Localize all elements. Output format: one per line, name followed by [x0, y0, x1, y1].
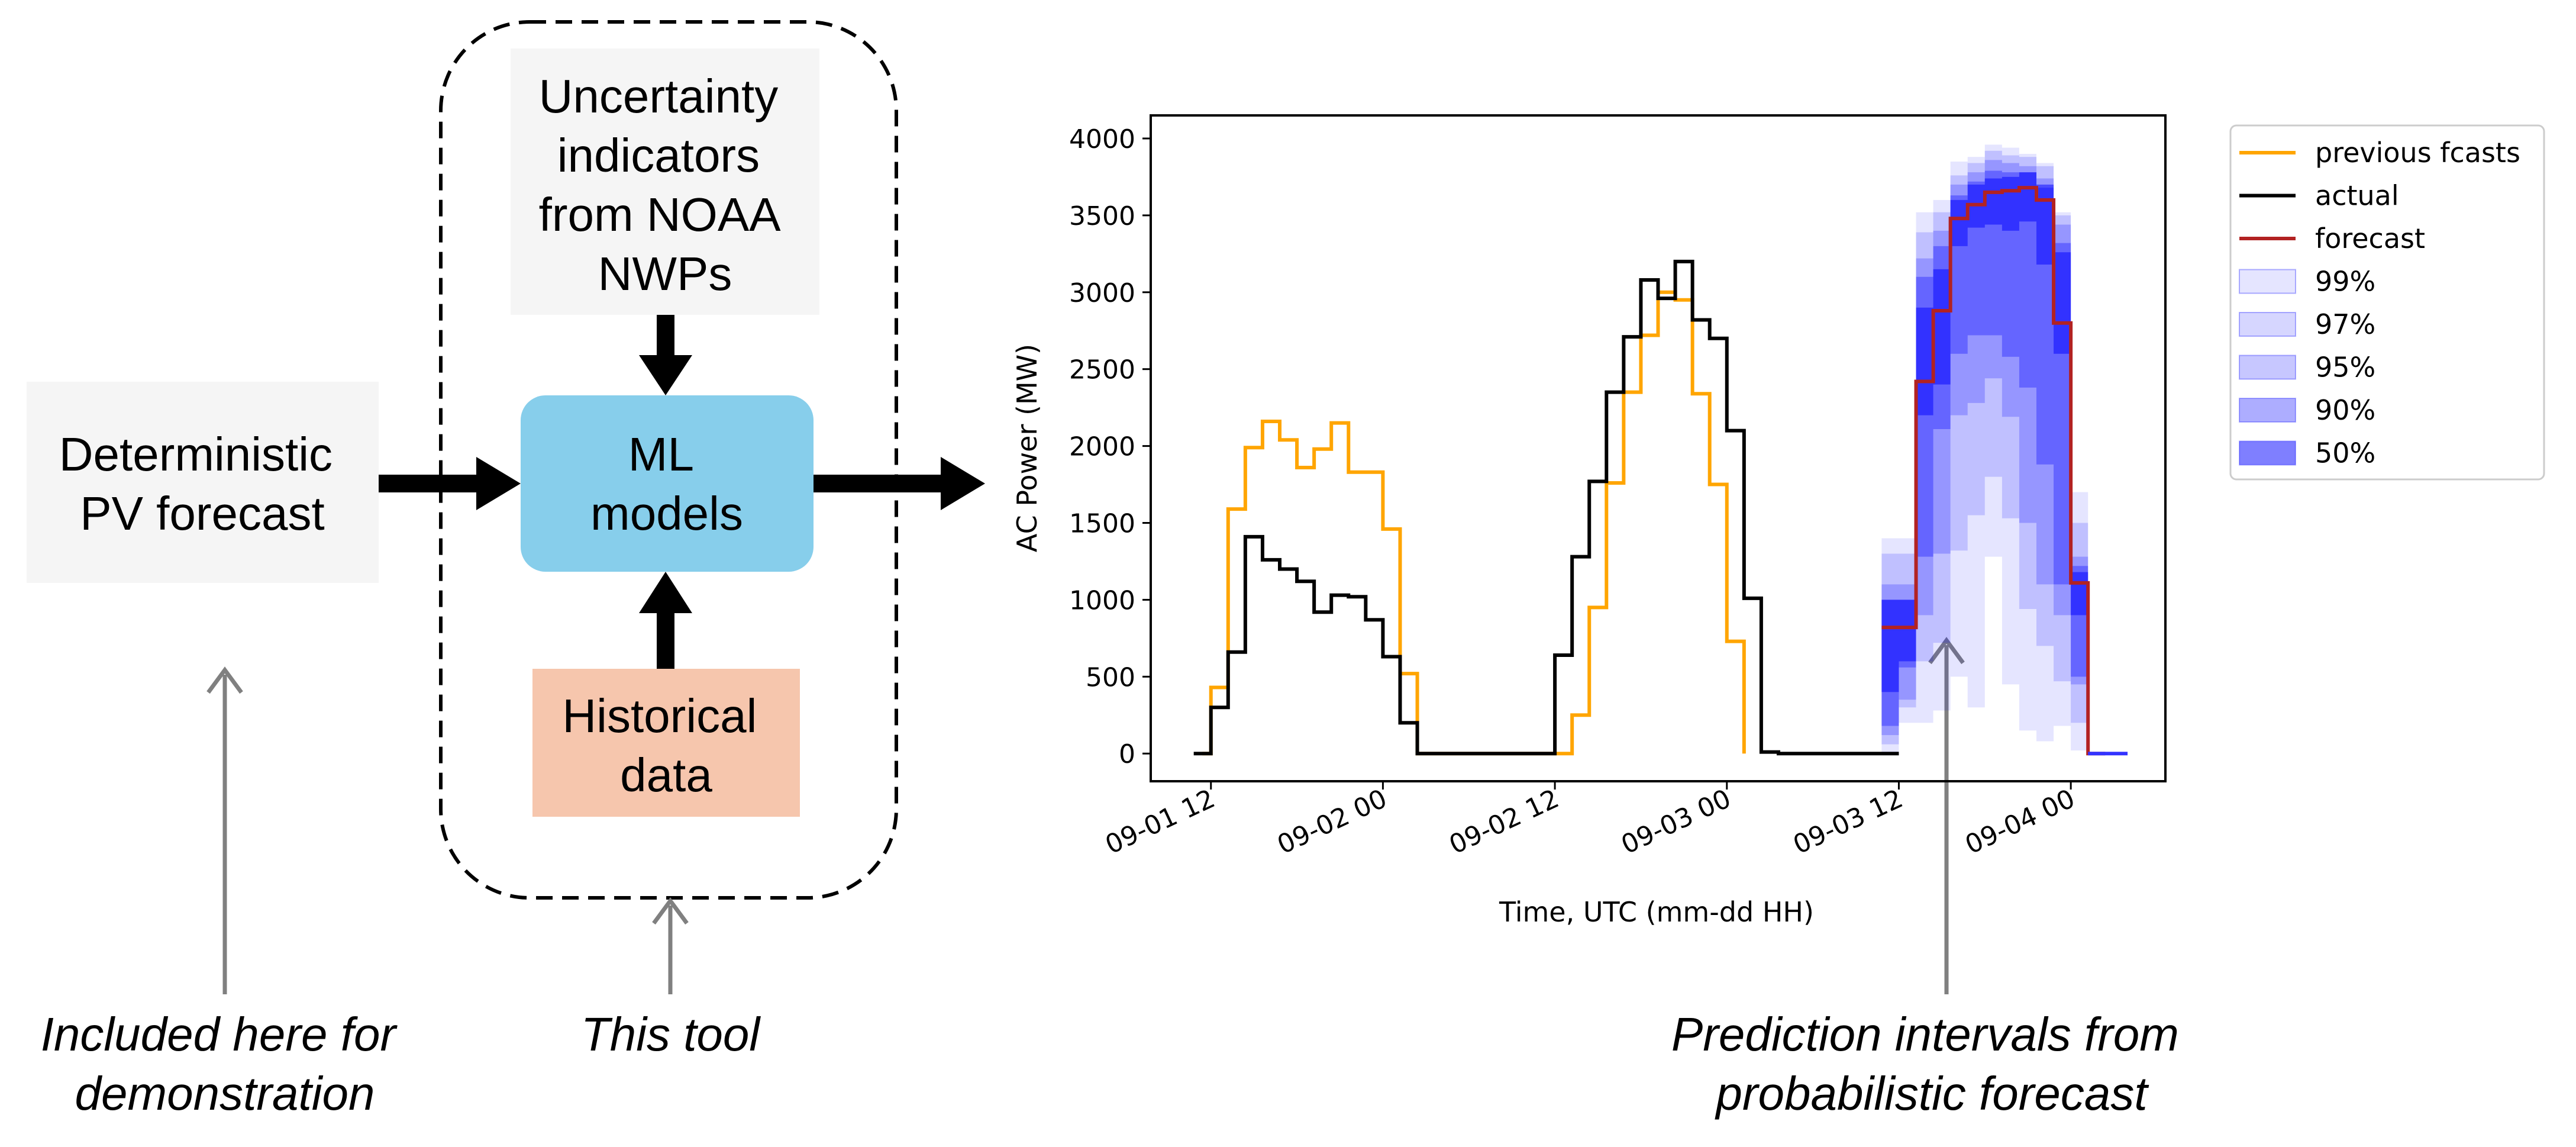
- tool-boundary: [439, 20, 898, 900]
- y-tick-label: 1000: [1069, 585, 1135, 616]
- legend-frame: [2229, 124, 2545, 481]
- band-50pct: [1881, 172, 2123, 754]
- x-axis-label: Time, UTC (mm-dd HH): [1499, 896, 1814, 928]
- legend-label: 99%: [2315, 266, 2375, 298]
- series-forecast: [1881, 186, 2106, 756]
- legend-label: forecast: [2315, 223, 2425, 254]
- y-tick-label: 0: [1119, 739, 1135, 769]
- y-tick-label: 2500: [1069, 355, 1135, 385]
- legend-swatch: [2239, 312, 2296, 337]
- y-tick-label: 3000: [1069, 278, 1135, 308]
- x-tick-label: 09-02 12: [1445, 784, 1564, 861]
- y-tick-label: 2000: [1069, 432, 1135, 462]
- legend-label: 50%: [2315, 437, 2375, 469]
- flow-arrows: [379, 315, 985, 669]
- y-axis-label: AC Power (MW): [1011, 344, 1043, 552]
- legend-swatch: [2239, 398, 2296, 423]
- uncertainty-indicators-label: Uncertainty indicators from NOAA NWPs: [539, 70, 792, 300]
- deterministic-forecast-label: Deterministic PV forecast: [59, 428, 346, 540]
- plot-frame: [1150, 114, 2167, 782]
- uncertainty-indicators-box: [511, 49, 819, 315]
- caption-arrows: [206, 637, 1965, 994]
- legend-label: 90%: [2315, 394, 2375, 426]
- series-actual: [1193, 259, 1899, 756]
- x-tick-label: 09-01 12: [1101, 784, 1220, 861]
- ml-models-box: [521, 395, 814, 572]
- ml-models-label: ML models: [590, 428, 743, 540]
- x-tick-label: 09-03 00: [1617, 784, 1736, 861]
- prediction-bands: [1881, 144, 2123, 754]
- y-tick-label: 3500: [1069, 201, 1135, 231]
- tool-caption: This tool: [581, 1008, 761, 1061]
- x-tick-label: 09-03 12: [1789, 784, 1907, 861]
- historical-data-label: Historical data: [562, 690, 770, 801]
- chart-legend: previous fcasts actual forecast 99% 97% 95% 90…: [2229, 124, 2545, 481]
- pipeline-diagram: Deterministic PV forecast Uncertainty in…: [27, 20, 2192, 1120]
- y-tick-label: 1500: [1069, 509, 1135, 539]
- y-axis-ticks: 0 500 1000 1500 2000 2500 3000 3500 4000: [1069, 124, 1151, 769]
- legend-label: 97%: [2315, 308, 2375, 340]
- legend-label: previous fcasts: [2315, 137, 2520, 169]
- series-lines: [1193, 186, 2128, 756]
- deterministic-forecast-box: [27, 382, 379, 583]
- x-tick-label: 09-02 00: [1273, 784, 1392, 861]
- legend-swatch: [2239, 355, 2296, 380]
- legend-swatch: [2239, 269, 2296, 294]
- y-tick-label: 500: [1086, 662, 1135, 692]
- x-tick-label: 09-04 00: [1961, 784, 2080, 861]
- legend-swatch: [2239, 440, 2296, 466]
- series-previous-fcasts: [1202, 290, 1746, 756]
- legend-label: actual: [2315, 180, 2399, 212]
- x-axis-ticks: 09-01 12 09-02 00 09-02 12 09-03 00 09-03 12…: [1101, 781, 2080, 861]
- prediction-caption: Prediction intervals from probabilistic …: [1671, 1008, 2192, 1120]
- power-forecast-chart: 0 500 1000 1500 2000 2500 3000 3500 4000 09-01 1…: [1011, 114, 2545, 928]
- demo-caption: Included here for demonstration: [41, 1008, 409, 1120]
- historical-data-box: [532, 669, 800, 817]
- legend-label: 95%: [2315, 352, 2375, 384]
- y-tick-label: 4000: [1069, 124, 1135, 154]
